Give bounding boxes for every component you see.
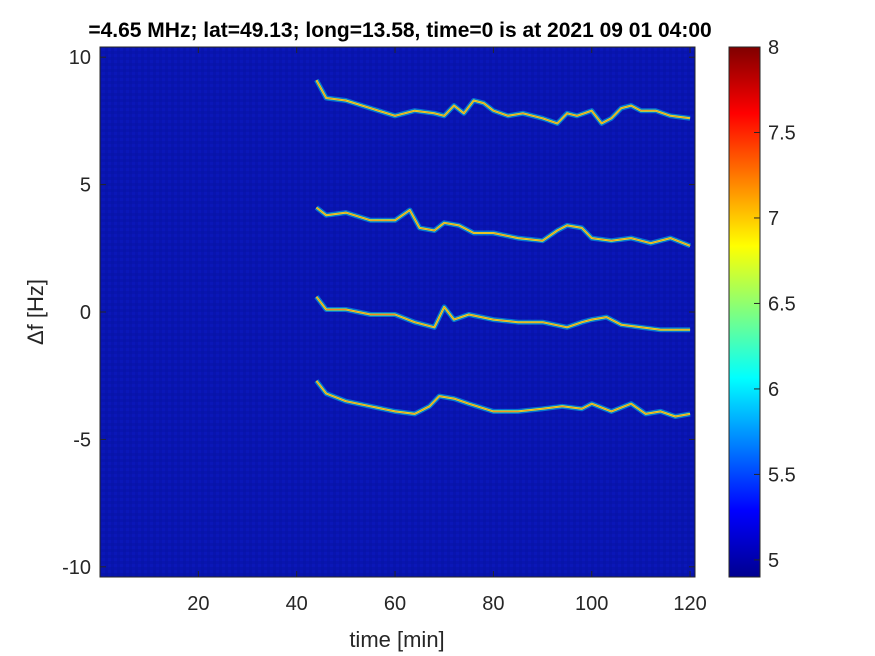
colorbar: 5 5.5 6 6.5 7 7.5 8 <box>728 37 796 578</box>
plot-area <box>99 46 696 578</box>
trace-core <box>316 207 691 247</box>
x-tick-label: 60 <box>384 593 406 615</box>
colorbar-tick-label: 6.5 <box>768 293 796 315</box>
y-tick-label: 5 <box>80 175 91 197</box>
x-axis-label: time [min] <box>349 627 444 652</box>
y-axis: -10 -5 0 5 10 <box>62 47 695 579</box>
trace-core <box>316 380 691 417</box>
colorbar-tick-label: 7 <box>768 208 779 230</box>
colorbar-tick-label: 7.5 <box>768 122 796 144</box>
x-tick-label: 120 <box>673 593 706 615</box>
trace-core <box>316 79 691 124</box>
x-tick-label: 20 <box>187 593 209 615</box>
x-axis: 20 40 60 80 100 120 <box>187 47 707 615</box>
x-tick-label: 100 <box>575 593 608 615</box>
heatmap-tint <box>100 47 695 577</box>
colorbar-ticks: 5 5.5 6 6.5 7 7.5 8 <box>754 37 796 572</box>
colorbar-gradient <box>729 47 760 577</box>
y-tick-label: 0 <box>80 302 91 324</box>
colorbar-tick-label: 6 <box>768 379 779 401</box>
chart-title: =4.65 MHz; lat=49.13; long=13.58, time=0… <box>88 19 711 42</box>
y-tick-label: 10 <box>69 47 91 69</box>
colorbar-frame <box>728 46 761 578</box>
colorbar-tick-label: 5.5 <box>768 464 796 486</box>
trace-layer <box>314 78 692 419</box>
heatmap-background <box>100 47 695 577</box>
colorbar-tick-label: 5 <box>768 550 779 572</box>
y-axis-label: Δf [Hz] <box>23 279 48 345</box>
y-tick-label: -10 <box>62 557 91 579</box>
x-tick-label: 40 <box>286 593 308 615</box>
colorbar-tick-label: 8 <box>768 37 779 59</box>
y-tick-label: -5 <box>73 429 91 451</box>
x-tick-label: 80 <box>482 593 504 615</box>
trace-core <box>316 296 691 331</box>
